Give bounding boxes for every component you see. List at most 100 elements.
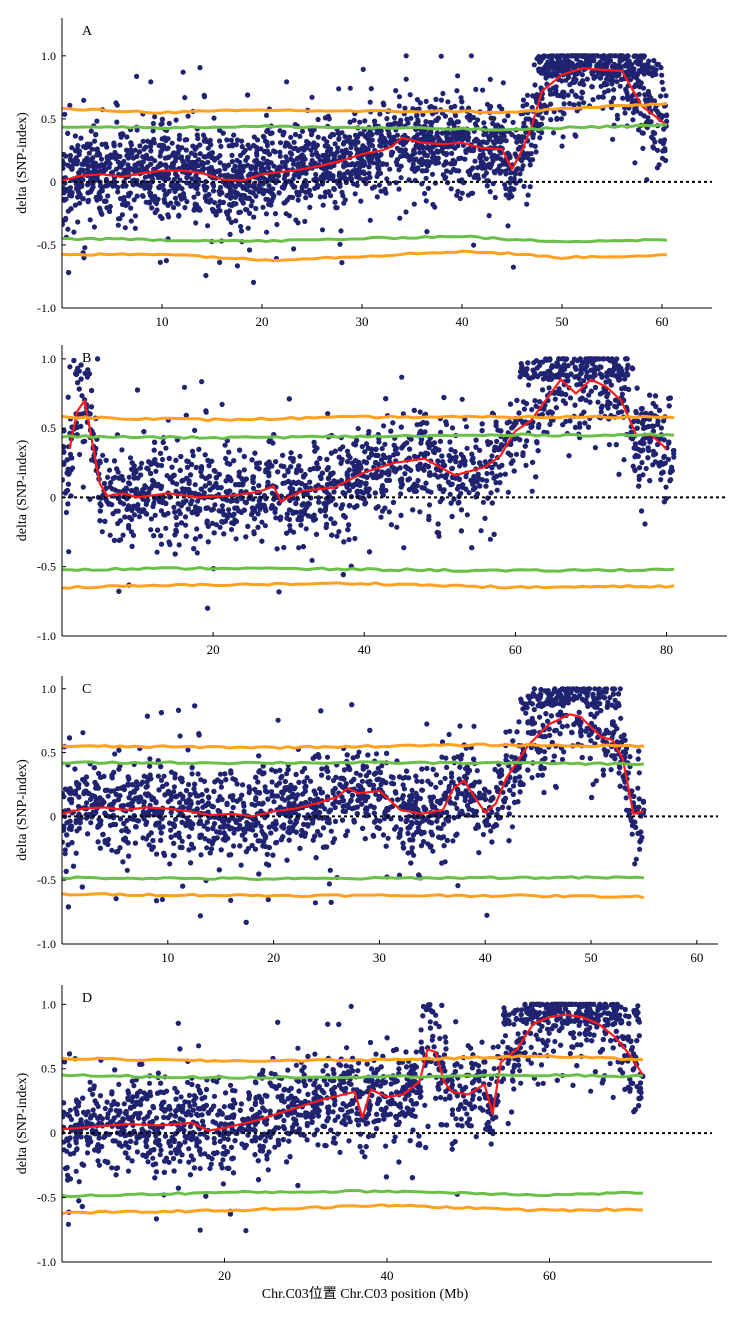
- snp-point: [379, 469, 385, 475]
- snp-point: [553, 405, 560, 411]
- snp-point: [357, 119, 363, 125]
- snp-point: [254, 464, 260, 470]
- snp-point: [192, 490, 198, 496]
- snp-point: [392, 120, 398, 126]
- snp-point: [260, 175, 266, 181]
- snp-point: [583, 397, 589, 403]
- snp-point: [367, 217, 373, 223]
- snp-point: [443, 174, 449, 180]
- snp-point: [568, 371, 574, 377]
- snp-point: [433, 96, 439, 102]
- snp-point: [211, 115, 217, 121]
- snp-point: [151, 500, 157, 506]
- snp-point: [334, 205, 340, 211]
- snp-point: [527, 162, 533, 168]
- snp-point: [560, 398, 567, 404]
- snp-point: [589, 69, 595, 75]
- snp-point: [525, 192, 531, 198]
- snp-point: [423, 198, 429, 204]
- snp-point: [154, 549, 160, 555]
- snp-point: [163, 445, 169, 451]
- snp-point: [423, 98, 429, 104]
- y-axis-label: delta (SNP-index): [15, 112, 30, 214]
- snp-point: [637, 58, 644, 64]
- snp-point: [98, 502, 104, 508]
- snp-point: [298, 468, 304, 474]
- snp-point: [293, 500, 299, 507]
- snp-point: [197, 142, 203, 148]
- snp-point: [430, 136, 437, 142]
- snp-point: [508, 170, 514, 176]
- snp-point: [449, 466, 455, 472]
- snp-point: [638, 111, 644, 117]
- snp-point: [71, 357, 77, 364]
- snp-point: [265, 164, 271, 170]
- snp-point: [443, 152, 449, 158]
- snp-point: [641, 425, 647, 431]
- snp-point: [650, 400, 656, 407]
- snp-point: [288, 464, 294, 470]
- snp-point: [427, 129, 433, 136]
- series-ci95-upper: [61, 123, 668, 132]
- snp-point: [233, 497, 239, 503]
- snp-point: [383, 396, 389, 402]
- snp-point: [125, 162, 131, 168]
- snp-point: [499, 138, 505, 144]
- snp-point: [149, 483, 156, 489]
- snp-point: [201, 92, 207, 98]
- snp-point: [604, 81, 610, 87]
- snp-point: [62, 165, 66, 171]
- snp-point: [340, 141, 347, 147]
- snp-point: [242, 147, 248, 153]
- snp-point: [123, 147, 130, 153]
- snp-point: [333, 502, 339, 508]
- snp-point: [487, 189, 493, 195]
- snp-point: [524, 101, 530, 107]
- snp-point: [272, 506, 278, 512]
- snp-point: [238, 196, 244, 202]
- snp-point: [78, 135, 84, 141]
- snp-point: [494, 153, 500, 159]
- snp-point: [622, 376, 628, 382]
- snp-point: [363, 481, 369, 487]
- snp-point: [652, 393, 659, 399]
- snp-point: [531, 370, 538, 376]
- snp-point: [172, 509, 178, 515]
- snp-point: [660, 141, 666, 147]
- snp-point: [118, 537, 124, 543]
- snp-point: [268, 505, 274, 511]
- snp-point: [313, 531, 320, 537]
- snp-point: [336, 170, 343, 176]
- snp-point: [587, 62, 593, 69]
- snp-point: [79, 161, 85, 167]
- snp-point: [136, 514, 142, 520]
- snp-point: [287, 527, 293, 534]
- snp-point: [560, 356, 566, 362]
- snp-point: [129, 460, 135, 466]
- snp-point: [366, 429, 372, 435]
- snp-point: [218, 143, 224, 149]
- snp-point: [481, 132, 487, 138]
- snp-point: [611, 87, 617, 93]
- snp-point: [366, 164, 372, 170]
- snp-point: [193, 173, 199, 179]
- snp-point: [403, 139, 409, 145]
- snp-point: [581, 378, 587, 384]
- snp-point: [429, 171, 436, 177]
- x-tick-label: 10: [156, 314, 169, 329]
- snp-point: [152, 114, 158, 120]
- snp-point: [328, 516, 334, 522]
- snp-point: [218, 189, 224, 195]
- snp-point: [323, 524, 329, 531]
- snp-point: [182, 95, 188, 101]
- snp-point: [434, 148, 440, 154]
- snp-point: [322, 115, 328, 121]
- snp-point: [233, 218, 239, 224]
- snp-point: [627, 77, 634, 83]
- snp-point: [201, 160, 207, 167]
- snp-point: [80, 484, 86, 490]
- snp-point: [455, 73, 461, 79]
- snp-point: [124, 153, 130, 159]
- snp-point: [140, 159, 146, 165]
- snp-point: [296, 545, 302, 551]
